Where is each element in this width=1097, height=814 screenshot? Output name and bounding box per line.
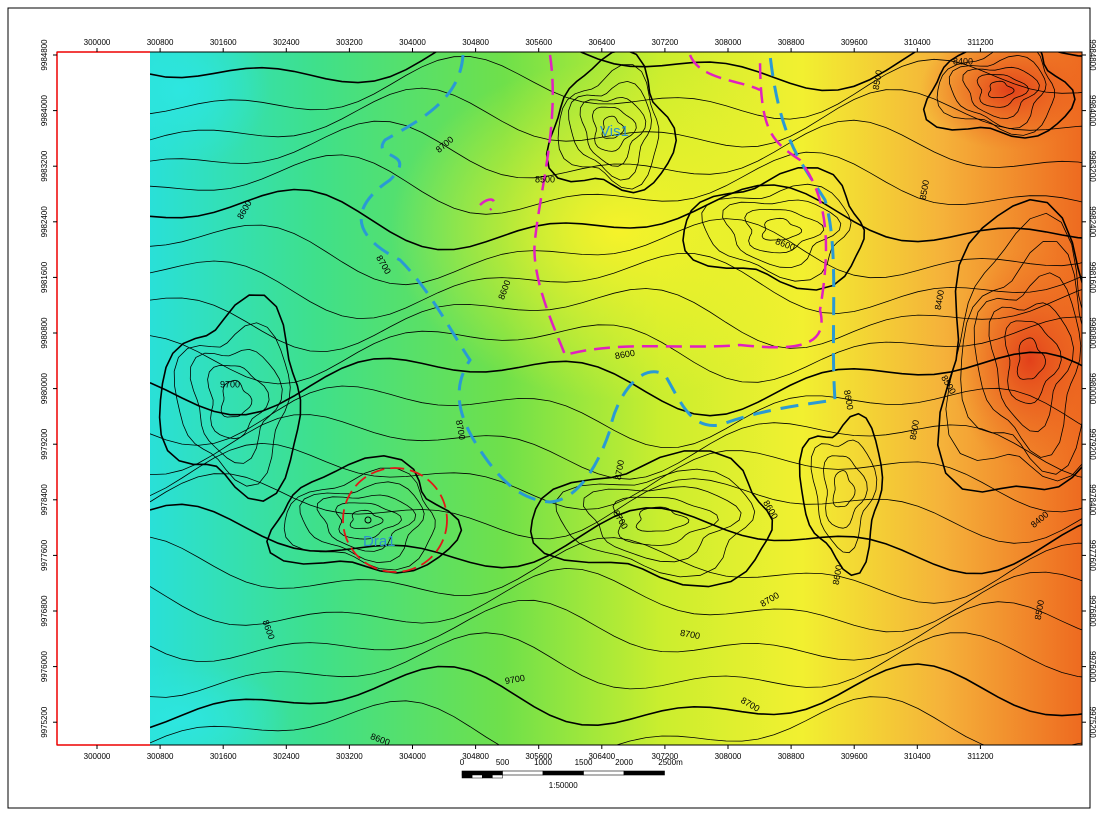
surface: 8700850086008700970087008600860085008400… (70, 10, 1097, 780)
y-tick-label: 9984800 (1088, 39, 1097, 71)
scale-bar: 0 500 1000 1500 2000 2500m 1:50000 (460, 758, 683, 790)
well-name: Vis1 (600, 123, 629, 140)
scale-segment (624, 771, 665, 775)
scale-segment (492, 775, 502, 778)
y-tick-label: 9984000 (1088, 95, 1097, 127)
well-name: Dra1 (363, 533, 396, 550)
x-tick-label: 306400 (588, 752, 615, 761)
y-tick-label: 9981600 (1088, 262, 1097, 294)
x-tick-label: 310400 (904, 752, 931, 761)
x-tick-label: 311200 (967, 752, 994, 761)
y-tick-label: 9982400 (1088, 206, 1097, 238)
y-tick-label: 9983200 (40, 150, 49, 182)
x-tick-label: 308000 (715, 38, 742, 47)
y-tick-label: 9980000 (40, 372, 49, 404)
y-tick-label: 9975200 (40, 706, 49, 738)
x-tick-label: 304000 (399, 752, 426, 761)
x-tick-label: 308800 (778, 752, 805, 761)
contour-label: 8500 (535, 174, 555, 184)
x-tick-label: 308800 (778, 38, 805, 47)
contour-label: 8400 (953, 56, 973, 66)
y-tick-label: 9976000 (40, 650, 49, 682)
x-tick-label: 301600 (210, 38, 237, 47)
x-tick-label: 308000 (715, 752, 742, 761)
y-tick-label: 9978400 (40, 484, 49, 516)
x-tick-label: 302400 (273, 752, 300, 761)
y-tick-label: 9975200 (1088, 707, 1097, 739)
x-tick-label: 309600 (841, 752, 868, 761)
x-tick-label: 311200 (967, 38, 994, 47)
x-tick-label: 302400 (273, 38, 300, 47)
y-tick-label: 9976800 (40, 595, 49, 627)
scale-label: 2500m (658, 758, 683, 767)
x-tick-label: 301600 (210, 752, 237, 761)
blank-strip (57, 52, 150, 745)
x-tick-label: 307200 (652, 38, 679, 47)
y-tick-label: 9979200 (1088, 429, 1097, 461)
map-figure: 8700850086008700970087008600860085008400… (0, 0, 1097, 814)
x-tick-label: 303200 (336, 752, 363, 761)
y-tick-label: 9984000 (40, 94, 49, 126)
y-tick-label: 9982400 (40, 206, 49, 238)
color-fill (920, 30, 1097, 150)
contour-label: 9700 (220, 379, 240, 389)
scale-label: 2000 (615, 758, 633, 767)
x-tick-label: 300000 (84, 752, 111, 761)
y-tick-label: 9980000 (1088, 373, 1097, 405)
scale-label: 1000 (534, 758, 552, 767)
x-tick-label: 305600 (525, 38, 552, 47)
page: {"map": { "x_ticks": [300000, 300800, 30… (0, 0, 1097, 814)
y-tick-label: 9980800 (40, 317, 49, 349)
color-fill (390, 60, 850, 400)
scale-segment (584, 771, 625, 775)
x-tick-label: 303200 (336, 38, 363, 47)
x-tick-label: 300000 (84, 38, 111, 47)
scale-segment (543, 771, 584, 775)
scale-segment (462, 771, 503, 775)
scale-segment (482, 775, 492, 778)
scale-segment (472, 775, 482, 778)
scale-label: 0 (460, 758, 465, 767)
y-tick-label: 9981600 (40, 261, 49, 293)
y-tick-label: 9984800 (40, 39, 49, 71)
y-tick-label: 9976000 (1088, 651, 1097, 683)
y-tick-label: 9976800 (1088, 595, 1097, 627)
x-tick-label: 309600 (841, 38, 868, 47)
scale-label: 500 (496, 758, 510, 767)
scale-label: 1500 (575, 758, 593, 767)
y-tick-label: 9978400 (1088, 484, 1097, 516)
scale-ratio: 1:50000 (549, 781, 578, 790)
x-tick-label: 306400 (588, 38, 615, 47)
scale-segment (462, 775, 472, 778)
x-tick-label: 300800 (147, 38, 174, 47)
y-tick-label: 9980800 (1088, 317, 1097, 349)
x-tick-label: 304000 (399, 38, 426, 47)
x-tick-label: 304800 (462, 752, 489, 761)
x-tick-label: 300800 (147, 752, 174, 761)
x-tick-label: 310400 (904, 38, 931, 47)
y-tick-label: 9979200 (40, 428, 49, 460)
x-tick-label: 304800 (462, 38, 489, 47)
y-tick-label: 9977600 (40, 539, 49, 571)
y-tick-label: 9983200 (1088, 151, 1097, 183)
scale-segment (503, 771, 544, 775)
y-tick-label: 9977600 (1088, 540, 1097, 572)
